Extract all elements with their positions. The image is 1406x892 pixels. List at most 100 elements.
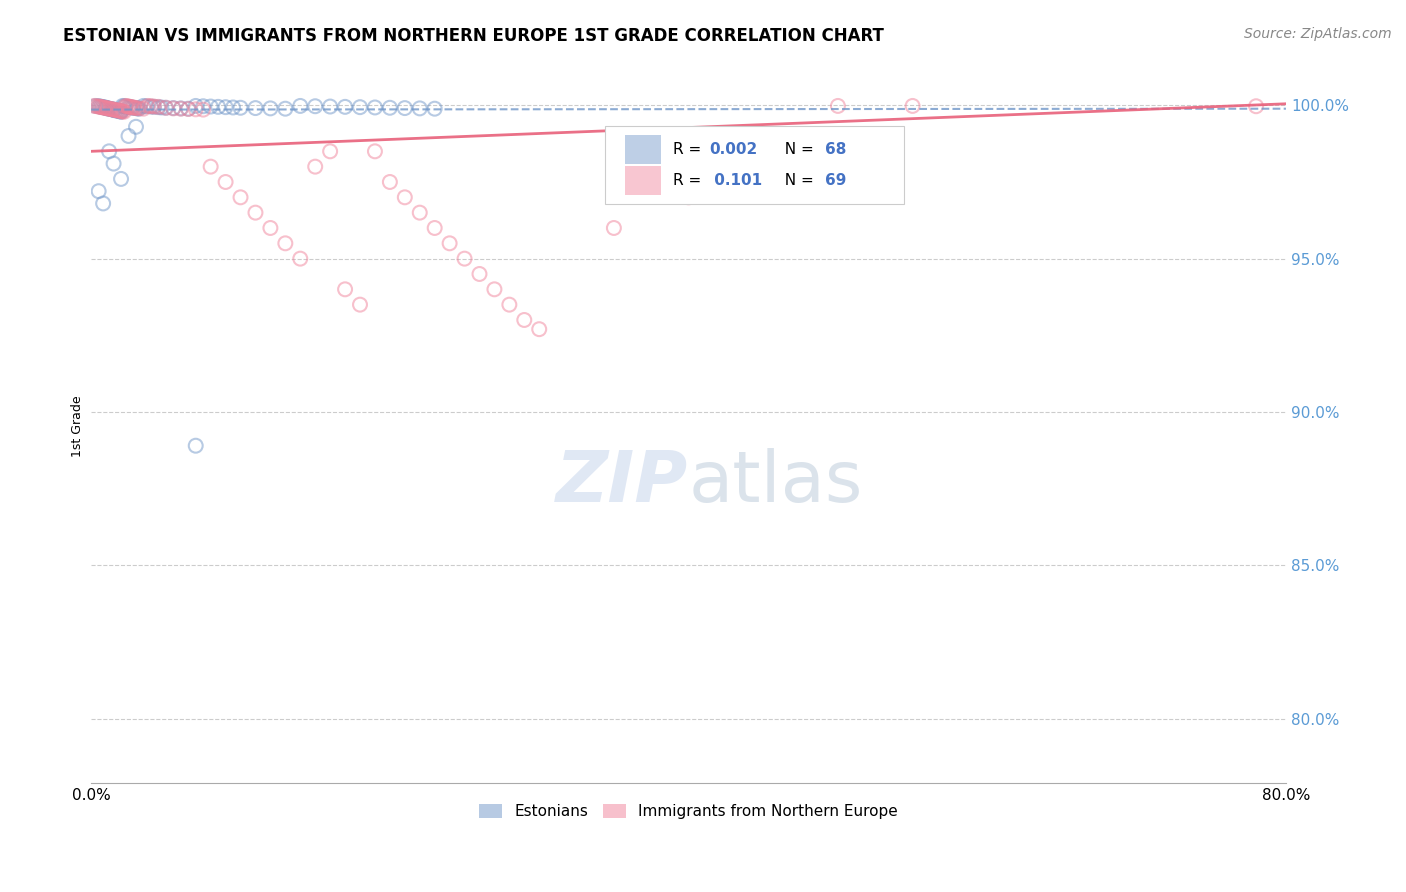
Point xyxy=(111,99,134,113)
Point xyxy=(94,101,117,115)
Point xyxy=(108,103,131,118)
Text: ESTONIAN VS IMMIGRANTS FROM NORTHERN EUROPE 1ST GRADE CORRELATION CHART: ESTONIAN VS IMMIGRANTS FROM NORTHERN EUR… xyxy=(63,27,884,45)
Point xyxy=(274,102,297,116)
Point xyxy=(142,99,165,113)
Point xyxy=(827,99,849,113)
Point xyxy=(112,104,135,119)
Text: N =: N = xyxy=(775,173,818,188)
Point xyxy=(118,100,141,114)
Point xyxy=(103,103,125,117)
Point xyxy=(101,103,124,117)
Point xyxy=(394,101,416,115)
Text: R =: R = xyxy=(673,173,706,188)
Point xyxy=(148,100,170,114)
Point xyxy=(117,128,139,143)
Point xyxy=(678,190,700,204)
Text: ZIP: ZIP xyxy=(557,449,689,517)
Text: 0.101: 0.101 xyxy=(709,173,762,188)
Point xyxy=(104,103,127,117)
Point xyxy=(114,99,136,113)
Point xyxy=(100,102,122,116)
Point xyxy=(98,145,121,159)
Point xyxy=(245,205,267,219)
Point xyxy=(142,100,165,114)
Point xyxy=(89,100,111,114)
Point xyxy=(214,175,236,189)
Point xyxy=(378,175,401,189)
Point xyxy=(87,99,110,113)
Point xyxy=(453,252,475,266)
Point xyxy=(110,104,132,119)
Point xyxy=(162,102,184,116)
Point xyxy=(364,145,387,159)
Point xyxy=(87,184,110,198)
Point xyxy=(468,267,491,281)
Point xyxy=(103,103,125,117)
Text: R =: R = xyxy=(673,142,706,157)
Point xyxy=(111,104,134,119)
Point xyxy=(184,439,207,453)
Point xyxy=(87,99,110,113)
Point xyxy=(304,99,326,113)
Point xyxy=(222,100,245,114)
Point xyxy=(101,103,124,117)
Point xyxy=(91,100,114,114)
Point xyxy=(290,99,312,113)
Point xyxy=(139,99,162,113)
Point xyxy=(319,99,342,113)
Point xyxy=(93,101,115,115)
Point xyxy=(97,102,120,116)
Point xyxy=(603,221,626,235)
Point xyxy=(148,100,170,114)
Point xyxy=(117,100,139,114)
Point xyxy=(439,236,461,251)
Point xyxy=(108,104,131,119)
FancyBboxPatch shape xyxy=(605,126,904,204)
Point xyxy=(128,102,150,116)
Point xyxy=(103,103,125,117)
FancyBboxPatch shape xyxy=(626,135,661,163)
Point xyxy=(110,104,132,119)
Point xyxy=(103,156,125,170)
Point xyxy=(125,101,148,115)
Point xyxy=(200,160,222,174)
Point xyxy=(1244,99,1267,113)
Point xyxy=(200,99,222,113)
Point xyxy=(86,99,108,113)
Text: atlas: atlas xyxy=(689,449,863,517)
Point xyxy=(122,101,145,115)
Point xyxy=(394,190,416,204)
Text: 68: 68 xyxy=(825,142,846,157)
Point xyxy=(139,99,162,113)
Text: 0.002: 0.002 xyxy=(709,142,758,157)
Point xyxy=(125,101,148,115)
Point xyxy=(94,101,117,115)
Point xyxy=(105,103,128,118)
Point xyxy=(91,196,114,211)
Point xyxy=(110,104,132,119)
Point xyxy=(115,99,138,113)
Point xyxy=(409,205,432,219)
Point xyxy=(132,102,155,116)
Point xyxy=(125,120,148,134)
Point xyxy=(259,102,281,116)
Point xyxy=(529,322,551,336)
Point xyxy=(229,101,252,115)
Point xyxy=(84,99,107,113)
FancyBboxPatch shape xyxy=(626,167,661,195)
Text: 69: 69 xyxy=(825,173,846,188)
Text: N =: N = xyxy=(775,142,818,157)
Point xyxy=(104,103,127,118)
Point xyxy=(128,102,150,116)
Point xyxy=(118,100,141,114)
Point xyxy=(513,313,536,327)
Point xyxy=(97,102,120,116)
Point xyxy=(207,100,229,114)
Point xyxy=(127,102,149,116)
Point xyxy=(107,103,129,118)
Point xyxy=(136,99,159,113)
Point xyxy=(409,102,432,116)
Point xyxy=(162,101,184,115)
Point xyxy=(91,100,114,114)
Point xyxy=(89,99,111,113)
